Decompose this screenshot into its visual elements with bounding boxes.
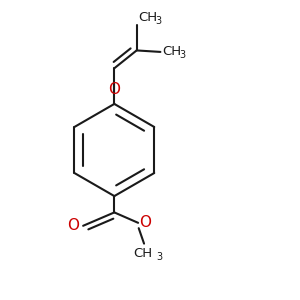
Text: O: O (140, 215, 152, 230)
Text: CH: CH (133, 247, 152, 260)
Text: 3: 3 (155, 16, 161, 26)
Text: O: O (68, 218, 80, 233)
Text: 3: 3 (156, 252, 162, 262)
Text: 3: 3 (179, 50, 185, 61)
Text: CH: CH (138, 11, 157, 24)
Text: O: O (108, 82, 120, 97)
Text: CH: CH (162, 45, 181, 58)
